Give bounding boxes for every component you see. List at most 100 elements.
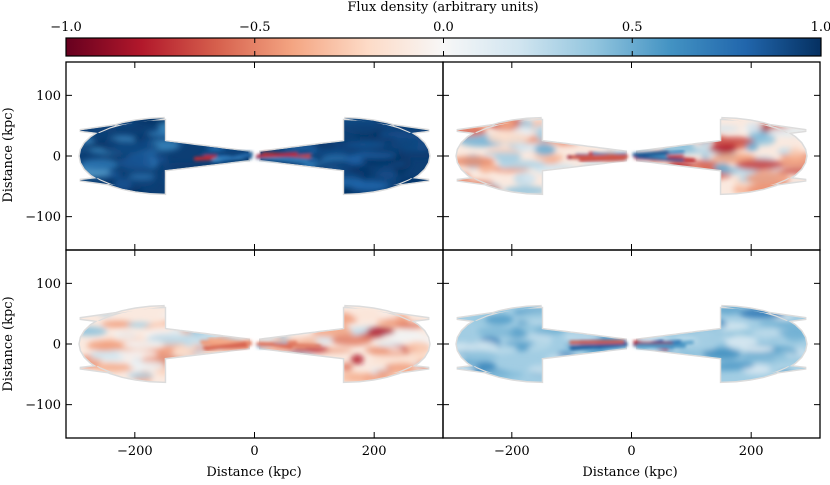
flux-blob: [180, 185, 223, 190]
flux-blob: [538, 134, 577, 138]
flux-blob: [625, 367, 662, 373]
flux-blob: [581, 174, 620, 186]
y-tick-label: 100: [36, 277, 61, 292]
flux-blob: [655, 360, 696, 370]
y-tick-label: −100: [25, 210, 61, 225]
flux-blob: [320, 125, 339, 134]
flux-blob: [370, 352, 411, 356]
flux-blob: [547, 310, 567, 318]
x-tick-label: 200: [739, 444, 764, 459]
flux-blob: [548, 363, 567, 369]
jet-streak: [571, 342, 623, 343]
flux-blob: [630, 318, 661, 328]
flux-blob: [297, 309, 336, 323]
flux-blob: [781, 184, 815, 197]
flux-blob: [544, 132, 589, 140]
y-axis-label-bottom: Distance (kpc): [1, 296, 16, 391]
flux-blob: [660, 357, 706, 369]
flux-blob: [592, 368, 638, 378]
flux-blob: [554, 313, 599, 318]
flux-blob: [736, 159, 783, 170]
x-tick-label: 0: [627, 444, 635, 459]
flux-blob: [675, 135, 697, 142]
flux-blob: [773, 356, 808, 362]
flux-blob: [331, 335, 372, 346]
flux-blob: [602, 128, 635, 141]
flux-blob: [542, 160, 558, 164]
flux-blob: [605, 141, 624, 147]
flux-blob: [487, 132, 530, 145]
flux-blob: [193, 357, 237, 368]
colorbar-tick-label: 1.0: [811, 20, 830, 35]
x-tick-label: 0: [250, 444, 258, 459]
flux-blob: [200, 137, 214, 143]
flux-blob: [291, 372, 320, 380]
flux-blob: [117, 350, 158, 358]
flux-blob: [376, 170, 397, 179]
flux-blob: [117, 157, 153, 169]
flux-blob: [768, 127, 813, 138]
flux-blob: [127, 372, 153, 378]
flux-blob: [699, 135, 712, 146]
x-axis-label-left: Distance (kpc): [206, 465, 301, 480]
flux-blob: [192, 132, 209, 143]
flux-blob: [642, 182, 668, 189]
flux-blob: [164, 179, 198, 183]
flux-blob: [306, 312, 344, 316]
flux-blob: [463, 351, 498, 363]
flux-blob: [252, 121, 296, 131]
flux-blob: [367, 327, 395, 336]
flux-blob: [252, 121, 288, 134]
flux-blob: [268, 122, 312, 135]
flux-blob: [534, 144, 555, 156]
flux-blob: [198, 182, 241, 190]
colorbar-tick-label: 0.5: [622, 20, 643, 35]
flux-blob: [664, 362, 707, 376]
jet-streak: [574, 156, 626, 157]
flux-blob: [194, 134, 220, 140]
flux-blob: [689, 184, 705, 191]
flux-blob: [177, 126, 209, 132]
flux-blob: [194, 171, 234, 175]
flux-blob: [209, 180, 235, 194]
flux-blob: [654, 358, 695, 365]
flux-blob: [128, 174, 156, 180]
flux-blob: [505, 341, 533, 347]
flux-blob: [218, 362, 246, 368]
flux-blob: [270, 170, 287, 175]
flux-blob: [477, 327, 514, 338]
flux-blob: [603, 169, 616, 179]
x-axis-label-right: Distance (kpc): [582, 465, 677, 480]
flux-blob: [314, 312, 358, 325]
flux-blob: [717, 360, 755, 369]
flux-blob: [586, 306, 606, 319]
flux-blob: [527, 320, 553, 324]
flux-blob: [167, 319, 193, 327]
flux-blob: [147, 130, 195, 137]
flux-blob: [346, 142, 387, 147]
y-tick-label: 0: [53, 150, 61, 165]
flux-blob: [746, 183, 789, 195]
flux-blob: [218, 137, 239, 142]
flux-blob: [176, 307, 199, 319]
flux-blob: [578, 167, 612, 173]
flux-blob: [564, 364, 603, 378]
panel-top-right: [443, 62, 820, 250]
flux-blob: [115, 142, 159, 152]
flux-blob: [678, 322, 703, 329]
colorbar-tick-label: −1.0: [50, 20, 82, 35]
flux-blob: [557, 307, 585, 315]
flux-blob: [291, 173, 328, 181]
colorbar-tick-label: 0.0: [433, 20, 454, 35]
flux-blob: [674, 317, 715, 323]
flux-blob: [343, 122, 379, 134]
flux-blob: [400, 372, 434, 384]
flux-blob: [262, 118, 309, 131]
flux-blob: [683, 176, 711, 186]
jet-streak: [258, 154, 296, 156]
flux-blob: [694, 133, 707, 141]
